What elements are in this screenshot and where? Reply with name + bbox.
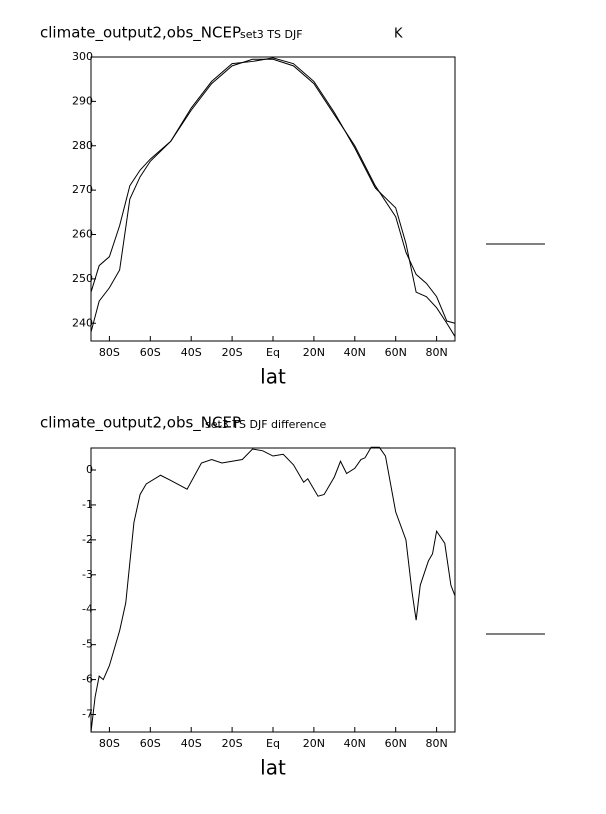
x-tick-label: 40N bbox=[344, 346, 366, 359]
x-axis-label: lat bbox=[260, 365, 286, 389]
y-tick-label: -1 bbox=[82, 498, 93, 511]
data-line bbox=[90, 58, 456, 324]
plot-frame bbox=[90, 447, 456, 733]
chart-title: climate_output2,obs_NCEP bbox=[40, 24, 241, 43]
x-tick-label: 80S bbox=[99, 346, 120, 359]
x-tick-label: 20N bbox=[303, 346, 325, 359]
y-tick-label: 290 bbox=[72, 94, 93, 107]
y-tick-label: 260 bbox=[72, 228, 93, 241]
y-tick-label: -6 bbox=[82, 673, 93, 686]
y-tick-label: -7 bbox=[82, 708, 93, 721]
plot-frame bbox=[90, 56, 456, 342]
x-tick-label: 20S bbox=[222, 346, 243, 359]
x-tick-label: 20N bbox=[303, 737, 325, 750]
x-tick-label: 60S bbox=[140, 346, 161, 359]
y-tick-label: 270 bbox=[72, 183, 93, 196]
units: K bbox=[394, 27, 403, 42]
y-tick-label: -2 bbox=[82, 533, 93, 546]
x-tick-label: 40S bbox=[181, 346, 202, 359]
x-tick-label: 20S bbox=[222, 737, 243, 750]
data-line bbox=[90, 57, 456, 337]
x-tick-label: 40S bbox=[181, 737, 202, 750]
y-tick-label: 240 bbox=[72, 316, 93, 329]
chart-subtitle: set3 TS DJF difference bbox=[205, 418, 326, 431]
chart-title: climate_output2,obs_NCEP bbox=[40, 414, 241, 433]
x-tick-label: 80N bbox=[425, 737, 447, 750]
x-tick-label: Eq bbox=[266, 737, 280, 750]
x-tick-label: 80S bbox=[99, 737, 120, 750]
x-tick-label: 80N bbox=[425, 346, 447, 359]
y-tick-label: 250 bbox=[72, 272, 93, 285]
x-axis-label: lat bbox=[260, 756, 286, 780]
chart-subtitle: set3 TS DJF bbox=[240, 28, 303, 41]
x-tick-label: Eq bbox=[266, 346, 280, 359]
data-line bbox=[90, 446, 456, 733]
x-tick-label: 60S bbox=[140, 737, 161, 750]
x-tick-label: 40N bbox=[344, 737, 366, 750]
y-tick-label: 0 bbox=[86, 463, 93, 476]
y-tick-label: 300 bbox=[72, 50, 93, 63]
y-tick-label: 280 bbox=[72, 139, 93, 152]
y-tick-label: -5 bbox=[82, 638, 93, 651]
y-tick-label: -3 bbox=[82, 568, 93, 581]
x-tick-label: 60N bbox=[385, 737, 407, 750]
x-tick-label: 60N bbox=[385, 346, 407, 359]
y-tick-label: -4 bbox=[82, 603, 93, 616]
